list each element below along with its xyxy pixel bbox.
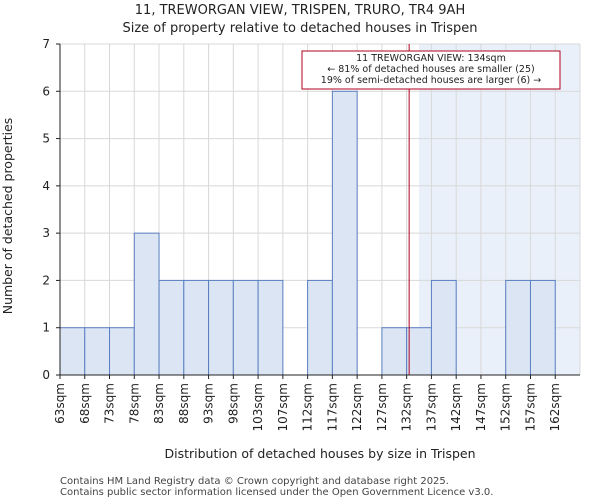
y-tick-label: 4 <box>42 179 50 193</box>
x-tick-label: 78sqm <box>127 383 141 424</box>
footer-line-1: Contains HM Land Registry data © Crown c… <box>60 476 449 487</box>
x-tick-label: 73sqm <box>103 383 117 424</box>
bar-68sqm <box>84 327 111 376</box>
y-tick-label: 2 <box>42 273 50 287</box>
y-tick-label: 0 <box>42 368 50 382</box>
x-tick-label: 68sqm <box>78 383 92 424</box>
x-tick-label: 122sqm <box>350 383 364 431</box>
x-tick-label: 142sqm <box>449 383 463 431</box>
x-tick-label: 107sqm <box>276 383 290 431</box>
bar-127sqm <box>381 327 408 376</box>
bar-78sqm <box>133 232 160 376</box>
x-tick-label: 152sqm <box>499 383 513 431</box>
bar-98sqm <box>232 279 259 376</box>
bar-152sqm <box>505 279 531 376</box>
y-tick-label: 1 <box>42 321 50 335</box>
chart-subtitle: Size of property relative to detached ho… <box>122 21 477 36</box>
footer-line-2: Contains public sector information licen… <box>60 487 493 498</box>
annotation-line-1: 11 TREWORGAN VIEW: 134sqm <box>356 53 506 64</box>
x-tick-label: 137sqm <box>424 383 438 431</box>
y-tick-label: 3 <box>42 226 50 240</box>
bar-117sqm <box>331 90 358 376</box>
bar-137sqm <box>430 279 457 376</box>
bar-63sqm <box>59 327 86 376</box>
y-tick-label: 5 <box>42 132 50 146</box>
y-axis-label: Number of detached properties <box>0 118 15 315</box>
x-tick-label: 112sqm <box>301 383 315 431</box>
x-tick-label: 117sqm <box>325 383 339 431</box>
x-tick-label: 83sqm <box>152 383 166 424</box>
bar-83sqm <box>158 279 185 376</box>
x-tick-label: 88sqm <box>177 383 191 424</box>
bar-132sqm <box>406 327 432 376</box>
y-tick-label: 7 <box>42 37 50 51</box>
bar-157sqm <box>529 279 556 376</box>
x-tick-label: 63sqm <box>53 383 67 424</box>
bar-73sqm <box>109 327 135 376</box>
annotation-line-2: ← 81% of detached houses are smaller (25… <box>327 64 534 75</box>
annotation-box <box>301 50 561 90</box>
y-tick-label: 6 <box>42 84 50 98</box>
x-tick-label: 157sqm <box>523 383 537 431</box>
plot-area: 0 1 2 3 4 5 6 7 63sqm 68sqm 73sqm 78sqm 83sqm 88sqm 93… <box>42 37 581 431</box>
x-tick-label: 147sqm <box>474 383 488 431</box>
x-tick-label: 98sqm <box>226 383 240 424</box>
x-tick-label: 103sqm <box>251 383 265 431</box>
x-tick-label: 162sqm <box>548 383 562 431</box>
x-tick-label: 132sqm <box>400 383 414 431</box>
bar-103sqm <box>257 279 284 376</box>
bar-88sqm <box>183 279 210 376</box>
bar-112sqm <box>307 279 333 376</box>
x-tick-label: 127sqm <box>375 383 389 431</box>
x-axis-label: Distribution of detached houses by size … <box>164 446 475 461</box>
bar-93sqm <box>208 279 234 376</box>
chart-title: 11, TREWORGAN VIEW, TRISPEN, TRURO, TR4 … <box>135 3 465 18</box>
x-tick-label: 93sqm <box>202 383 216 424</box>
annotation-line-3: 19% of semi-detached houses are larger (… <box>321 75 541 86</box>
